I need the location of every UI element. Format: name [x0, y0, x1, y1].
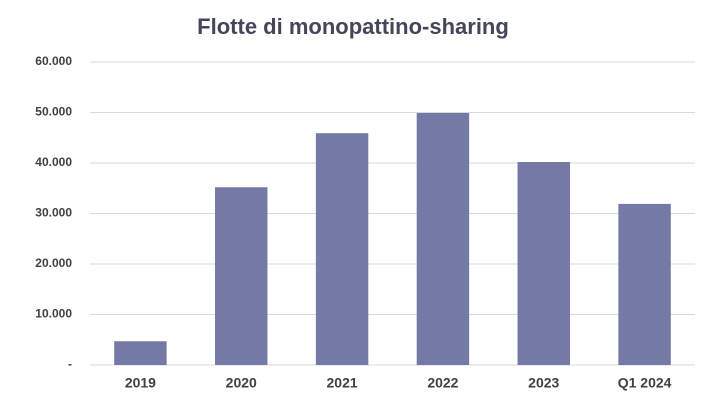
bar: [114, 341, 167, 365]
x-tick-label: 2020: [226, 375, 257, 391]
bar: [517, 161, 570, 365]
x-tick-label: 2022: [427, 375, 458, 391]
bar: [215, 187, 268, 365]
bar: [315, 133, 369, 365]
y-tick-label: -: [68, 357, 72, 371]
y-tick-label: 30.000: [35, 206, 72, 220]
x-tick-label: 2023: [528, 375, 559, 391]
y-tick-label: 20.000: [35, 256, 72, 270]
y-tick-label: 60.000: [35, 54, 72, 68]
x-tick-label: 2019: [125, 375, 156, 391]
y-tick-label: 40.000: [35, 155, 72, 169]
bar: [416, 113, 470, 365]
x-tick-label: 2021: [327, 375, 358, 391]
x-tick-label: Q1 2024: [618, 375, 672, 391]
y-tick-label: 50.000: [35, 105, 72, 119]
chart-title: Flotte di monopattino-sharing: [197, 14, 509, 39]
bar: [618, 203, 671, 365]
y-tick-label: 10.000: [35, 307, 72, 321]
